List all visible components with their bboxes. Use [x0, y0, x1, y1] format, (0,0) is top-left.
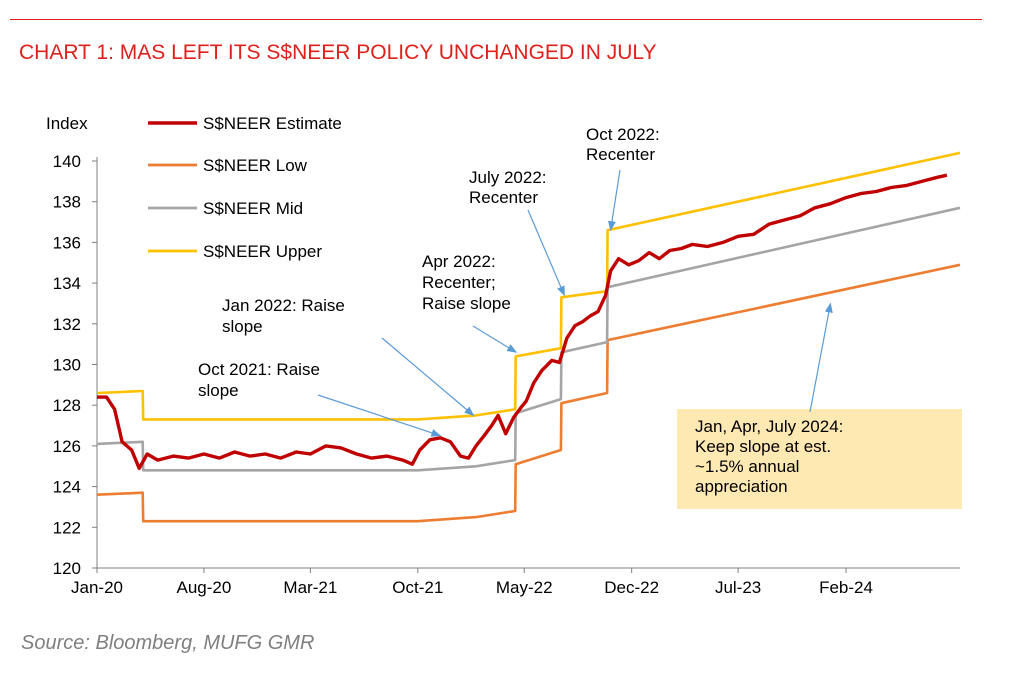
annotation-text: slope — [222, 317, 263, 336]
source-note: Source: Bloomberg, MUFG GMR — [21, 632, 315, 654]
annotation-text: Keep slope at est. — [695, 437, 831, 456]
series-line-s-neer-estimate — [97, 173, 948, 470]
x-tick-label: Jan-20 — [71, 578, 123, 597]
annotation-text: Jan, Apr, July 2024: — [695, 417, 843, 436]
annotation-text: Recenter — [469, 188, 538, 207]
annotation-text: Oct 2021: Raise — [198, 360, 320, 379]
y-tick-label: 120 — [53, 559, 81, 578]
annotation-text: Apr 2022: — [422, 252, 496, 271]
y-tick-label: 128 — [53, 396, 81, 415]
y-tick-label: 132 — [53, 315, 81, 334]
y-tick-label: 138 — [53, 193, 81, 212]
series-line-s-neer-low — [96, 263, 961, 523]
annotation-text: Jan 2022: Raise — [222, 296, 345, 315]
x-tick-label: Oct-21 — [392, 578, 443, 597]
annotation-text: Raise slope — [422, 294, 511, 313]
title-rule — [10, 19, 982, 20]
annotation-arrow — [317, 394, 442, 437]
annotation-arrow — [608, 169, 621, 232]
y-tick-label: 124 — [53, 478, 81, 497]
x-tick-label: Jul-23 — [715, 578, 761, 597]
series-line-s-neer-mid — [96, 206, 961, 472]
y-axis-title: Index — [46, 114, 88, 133]
annotation-text: Oct 2022: — [586, 125, 660, 144]
annotation-text: Recenter; — [422, 273, 496, 292]
legend-label: S$NEER Mid — [203, 199, 303, 218]
annotation-text: appreciation — [695, 477, 788, 496]
annotation-arrow — [809, 302, 833, 413]
x-tick-label: Dec-22 — [604, 578, 659, 597]
chart-title: CHART 1: MAS LEFT ITS S$NEER POLICY UNCH… — [19, 41, 657, 64]
annotation-arrow — [527, 209, 565, 297]
y-tick-label: 140 — [53, 152, 81, 171]
y-tick-label: 130 — [53, 356, 81, 375]
y-tick-label: 126 — [53, 437, 81, 456]
x-tick-label: Feb-24 — [819, 578, 873, 597]
annotation-text: ~1.5% annual — [695, 457, 799, 476]
legend-label: S$NEER Upper — [203, 242, 322, 261]
annotation-arrow — [472, 325, 518, 353]
legend-label: S$NEER Estimate — [203, 114, 342, 133]
annotation-text: July 2022: — [469, 168, 547, 187]
y-tick-label: 122 — [53, 518, 81, 537]
legend-label: S$NEER Low — [203, 156, 308, 175]
x-tick-label: Aug-20 — [177, 578, 232, 597]
y-tick-label: 136 — [53, 233, 81, 252]
annotation-arrow — [381, 337, 475, 417]
callout-box — [677, 409, 962, 509]
annotation-text: Recenter — [586, 145, 655, 164]
x-tick-label: May-22 — [496, 578, 553, 597]
annotation-text: slope — [198, 381, 239, 400]
y-tick-label: 134 — [53, 274, 81, 293]
x-tick-label: Mar-21 — [283, 578, 337, 597]
